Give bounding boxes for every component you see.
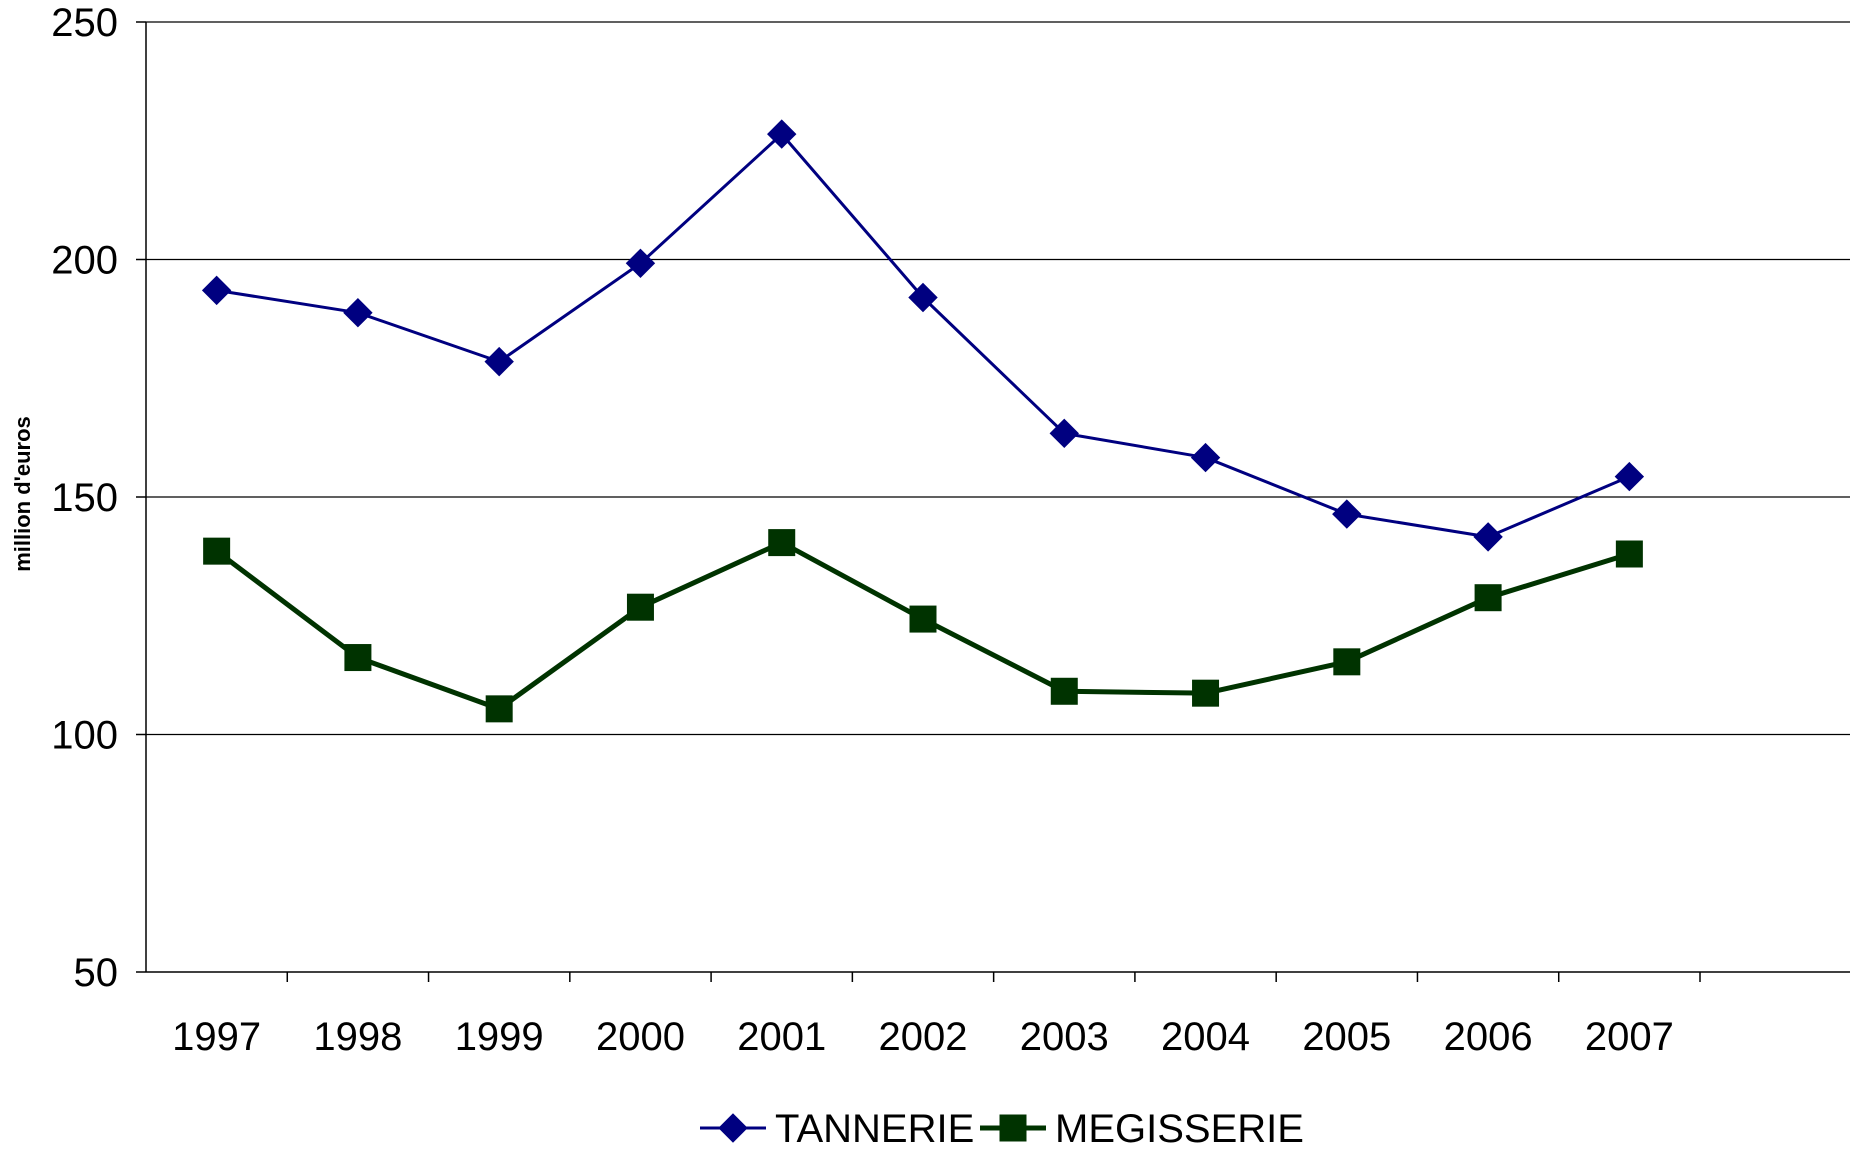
y-tick-label: 100 xyxy=(51,714,118,758)
y-axis-label: million d'euros xyxy=(10,416,35,572)
x-tick-label-2005: 2005 xyxy=(1302,1015,1391,1059)
x-tick-label-2004: 2004 xyxy=(1161,1015,1250,1059)
data-point-megisserie-1998 xyxy=(344,644,372,672)
data-point-tannerie-1999 xyxy=(484,346,514,377)
x-tick-label-1998: 1998 xyxy=(313,1015,402,1059)
series-tannerie xyxy=(201,119,1645,552)
legend: TANNERIE MEGISSERIE xyxy=(700,1107,1304,1149)
data-point-megisserie-2002 xyxy=(909,605,937,633)
legend-item-tannerie: TANNERIE xyxy=(700,1107,974,1149)
y-axis-tick-labels: 50 100 150 200 250 xyxy=(51,1,118,995)
data-point-megisserie-1999 xyxy=(485,695,513,723)
data-point-tannerie-1997 xyxy=(201,275,232,306)
legend-marker xyxy=(999,1114,1027,1142)
x-tick-label-2007: 2007 xyxy=(1585,1015,1674,1059)
data-point-tannerie-2006 xyxy=(1473,522,1503,552)
y-tick-label: 150 xyxy=(51,476,118,520)
legend-label: MEGISSERIE xyxy=(1055,1107,1304,1149)
data-point-megisserie-1997 xyxy=(203,537,231,565)
data-point-tannerie-2004 xyxy=(1190,442,1221,473)
grid-lines xyxy=(146,21,1850,736)
y-tick-label: 50 xyxy=(74,951,119,995)
series-group xyxy=(201,119,1645,723)
data-point-megisserie-2003 xyxy=(1050,677,1078,705)
data-point-megisserie-2005 xyxy=(1333,648,1361,676)
series-line-tannerie xyxy=(216,132,1630,539)
x-tick-label-1997: 1997 xyxy=(172,1015,261,1059)
data-point-tannerie-2003 xyxy=(1049,418,1079,449)
legend-marker xyxy=(718,1113,748,1143)
legend-item-megisserie: MEGISSERIE xyxy=(980,1107,1304,1149)
x-tick-label-2006: 2006 xyxy=(1444,1015,1533,1059)
y-tick-label: 250 xyxy=(51,1,118,45)
x-axis-tick-labels: 1997 1998 1999 2000 2001 2002 2003 2004 2005 2006… xyxy=(172,1015,1674,1059)
x-tick-label-2003: 2003 xyxy=(1020,1015,1109,1059)
data-point-megisserie-2000 xyxy=(626,593,654,621)
data-point-megisserie-2001 xyxy=(768,529,796,557)
data-point-tannerie-2007 xyxy=(1614,461,1645,492)
data-point-megisserie-2007 xyxy=(1615,540,1643,568)
data-point-tannerie-2005 xyxy=(1332,499,1362,529)
data-point-tannerie-2001 xyxy=(767,119,797,149)
x-tick-label-2000: 2000 xyxy=(596,1015,685,1059)
data-point-megisserie-2006 xyxy=(1474,584,1502,612)
series-megisserie xyxy=(203,529,1643,723)
data-point-tannerie-1998 xyxy=(343,297,373,328)
data-point-tannerie-2000 xyxy=(625,248,656,279)
legend-label: TANNERIE xyxy=(775,1107,974,1149)
x-tick-label-1999: 1999 xyxy=(455,1015,544,1059)
axes xyxy=(136,21,1850,982)
x-tick-label-2001: 2001 xyxy=(737,1015,826,1059)
x-tick-label-2002: 2002 xyxy=(879,1015,968,1059)
data-point-megisserie-2004 xyxy=(1192,679,1220,707)
data-point-tannerie-2002 xyxy=(908,282,938,313)
y-tick-label: 200 xyxy=(51,239,118,283)
